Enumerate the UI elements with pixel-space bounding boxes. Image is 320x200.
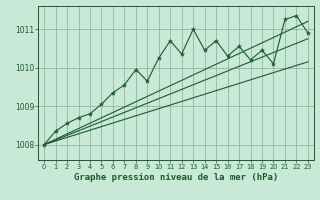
X-axis label: Graphe pression niveau de la mer (hPa): Graphe pression niveau de la mer (hPa) bbox=[74, 173, 278, 182]
